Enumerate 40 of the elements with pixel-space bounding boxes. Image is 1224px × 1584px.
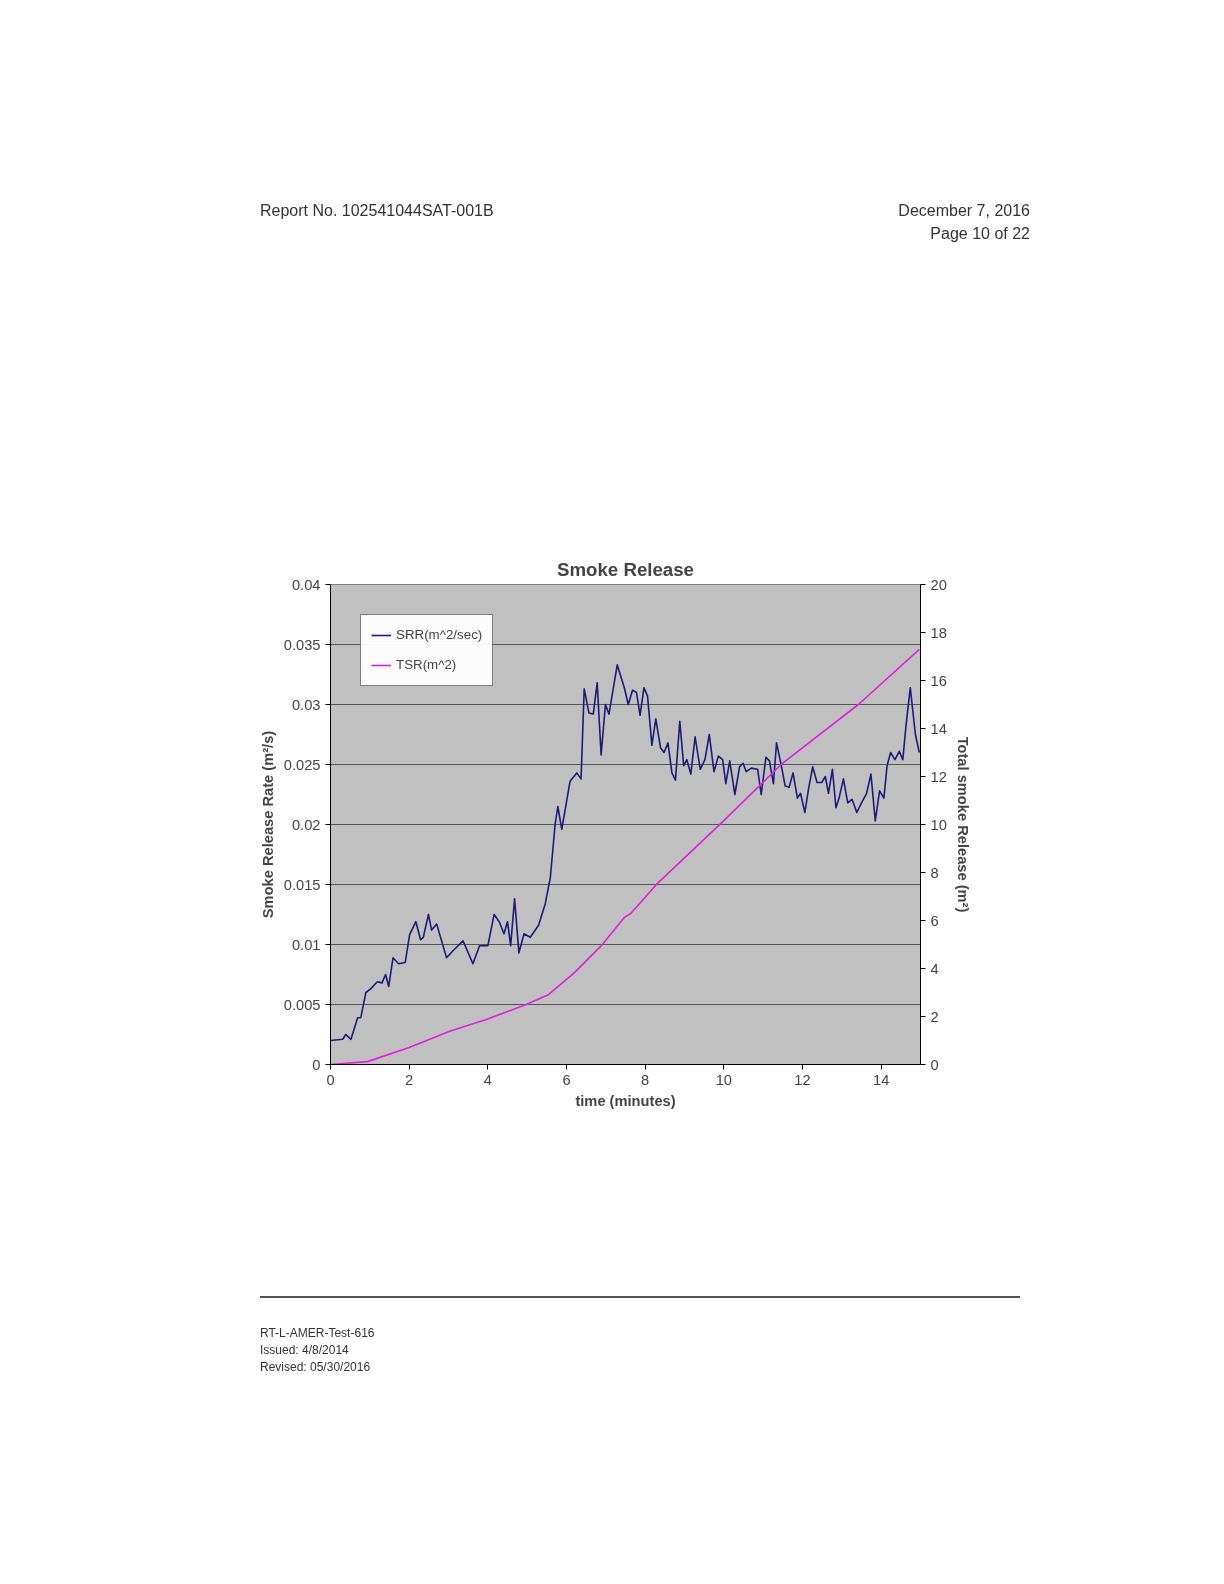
chart-title: Smoke Release bbox=[557, 558, 694, 580]
legend-label: SRR(m^2/sec) bbox=[396, 627, 483, 643]
y2-tick-label: 20 bbox=[930, 576, 947, 593]
y2-tick-label: 10 bbox=[930, 816, 947, 833]
y-tick-label: 0.02 bbox=[291, 816, 321, 833]
y2-tick-label: 8 bbox=[930, 864, 939, 881]
text: Page 10 of 22 bbox=[930, 224, 1030, 242]
y-tick-label: 0.01 bbox=[291, 936, 321, 953]
y2-tick-label: 16 bbox=[930, 672, 947, 689]
text: RT-L-AMER-Test-616 bbox=[260, 1325, 375, 1340]
y2-tick-label: 18 bbox=[930, 624, 947, 641]
y2-tick-label: 12 bbox=[930, 768, 947, 785]
y2-tick-label: 0 bbox=[930, 1056, 939, 1073]
y-tick-label: 0.005 bbox=[283, 996, 321, 1013]
text: December 7, 2016 bbox=[898, 202, 1030, 219]
legend-label: TSR(m^2) bbox=[396, 657, 457, 673]
y-tick-label: 0.025 bbox=[283, 756, 321, 773]
y2-tick-label: 6 bbox=[930, 912, 939, 929]
y2-axis-title: Total smoke Release (m²) bbox=[954, 736, 971, 913]
y-tick-label: 0.035 bbox=[283, 636, 321, 653]
y-tick-label: 0.015 bbox=[283, 876, 321, 893]
y-tick-label: 0.04 bbox=[291, 576, 321, 593]
x-tick-label: 0 bbox=[326, 1071, 335, 1088]
x-axis-title: time (minutes) bbox=[575, 1092, 676, 1109]
text: Issued: 4/8/2014 bbox=[260, 1342, 349, 1357]
x-tick-label: 4 bbox=[483, 1071, 492, 1088]
y2-tick-label: 14 bbox=[930, 720, 947, 737]
text: Report No. 102541044SAT-001B bbox=[260, 201, 494, 221]
text: Revised: 05/30/2016 bbox=[260, 1360, 371, 1375]
y-axis-title: Smoke Release Rate (m²/s) bbox=[259, 730, 276, 918]
x-tick-label: 8 bbox=[641, 1071, 650, 1088]
x-tick-label: 10 bbox=[715, 1071, 732, 1088]
y-tick-label: 0.03 bbox=[291, 696, 321, 713]
x-tick-label: 12 bbox=[794, 1071, 811, 1088]
x-tick-label: 2 bbox=[405, 1071, 414, 1088]
y2-tick-label: 2 bbox=[930, 1008, 939, 1025]
x-tick-label: 14 bbox=[873, 1071, 890, 1088]
x-tick-label: 6 bbox=[562, 1071, 571, 1088]
y2-tick-label: 4 bbox=[930, 960, 939, 977]
y-tick-label: 0 bbox=[312, 1056, 321, 1073]
